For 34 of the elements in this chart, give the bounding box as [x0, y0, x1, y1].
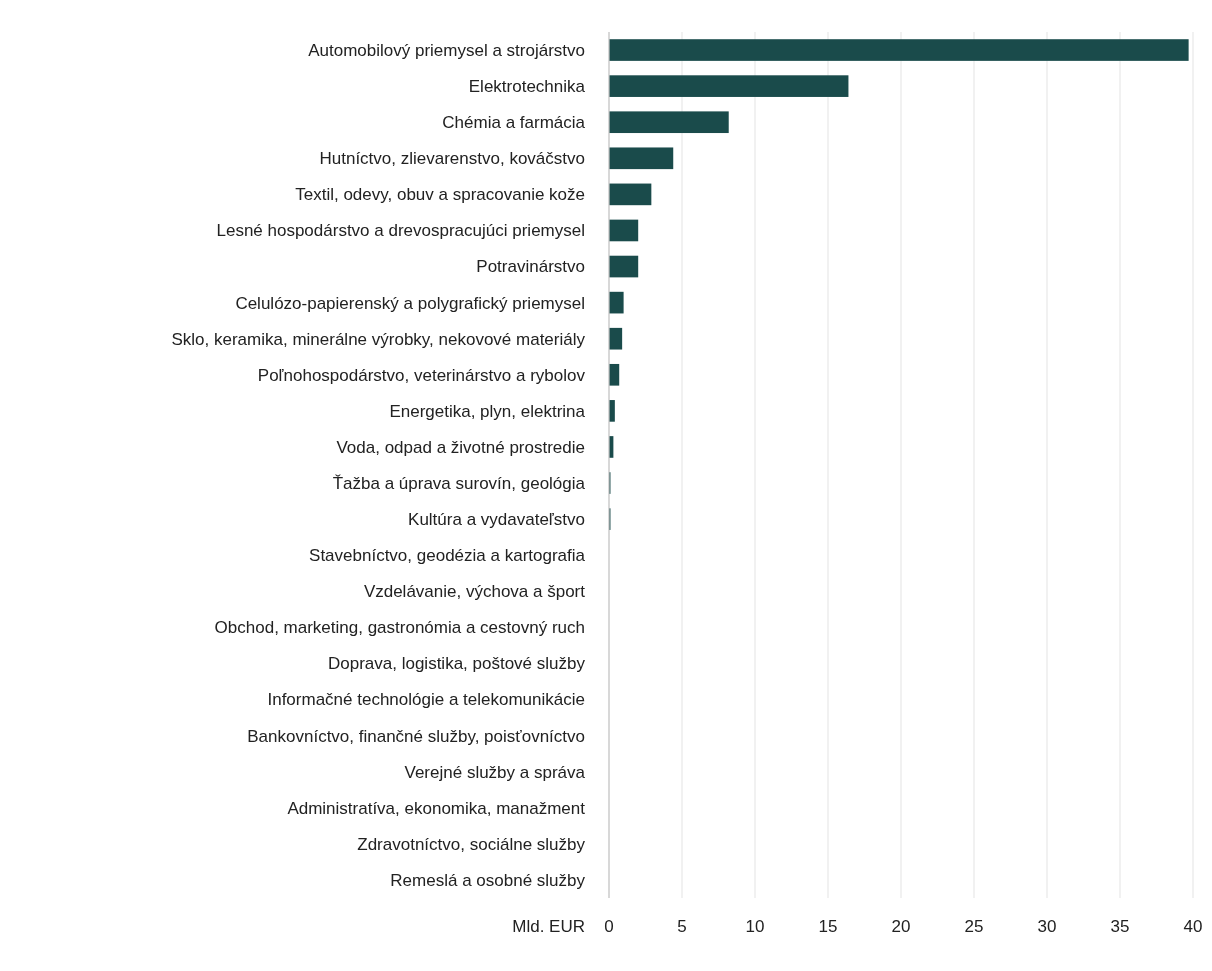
y-tick-label: Automobilový priemysel a strojárstvo	[308, 40, 585, 60]
y-tick-label: Kultúra a vydavateľstvo	[408, 510, 585, 530]
y-tick-label: Stavebníctvo, geodézia a kartografia	[309, 546, 586, 566]
x-tick-label: 30	[1037, 917, 1057, 936]
x-tick-label: 15	[818, 917, 838, 936]
y-tick-label: Informačné technológie a telekomunikácie	[267, 690, 585, 710]
x-tick-label: 5	[677, 917, 687, 936]
y-tick-label: Chémia a farmácia	[442, 113, 586, 133]
y-tick-label: Administratíva, ekonomika, manažment	[287, 798, 586, 818]
x-tick-label: 35	[1110, 917, 1130, 936]
y-tick-label: Celulózo-papierenský a polygrafický priemysel	[235, 293, 585, 313]
y-tick-label: Bankovníctvo, finančné služby, poisťovníctvo	[247, 726, 585, 746]
y-tick-label: Verejné služby a správa	[404, 762, 586, 782]
y-tick-label: Remeslá a osobné služby	[390, 870, 586, 890]
y-tick-label: Elektrotechnika	[468, 77, 586, 97]
y-tick-label: Potravinárstvo	[476, 257, 585, 277]
y-tick-label: Textil, odevy, obuv a spracovanie kože	[295, 185, 585, 205]
y-tick-label: Hutníctvo, zlievarenstvo, kováčstvo	[319, 149, 585, 169]
y-tick-label: Obchod, marketing, gastronómia a cestovný ruch	[214, 618, 585, 638]
y-tick-label: Voda, odpad a životné prostredie	[336, 437, 585, 457]
y-tick-label: Poľnohospodárstvo, veterinárstvo a rybolov	[257, 365, 586, 385]
y-tick-label: Sklo, keramika, minerálne výrobky, nekovové materiály	[171, 329, 586, 349]
x-axis-title: Mld. EUR	[512, 917, 585, 936]
y-tick-label: Ťažba a úprava surovín, geológia	[332, 473, 586, 493]
x-tick-label: 20	[891, 917, 911, 936]
x-tick-label: 25	[964, 917, 984, 936]
x-tick-label: 40	[1183, 917, 1203, 936]
y-tick-label: Vzdelávanie, výchova a šport	[363, 582, 586, 602]
y-tick-label: Energetika, plyn, elektrina	[389, 401, 586, 421]
y-tick-label: Doprava, logistika, poštové služby	[327, 654, 586, 674]
y-tick-label: Zdravotníctvo, sociálne služby	[357, 834, 586, 854]
y-tick-label: Lesné hospodárstvo a drevospracujúci priemysel	[216, 221, 585, 241]
x-tick-label: 10	[745, 917, 765, 936]
x-tick-label: 0	[604, 917, 614, 936]
